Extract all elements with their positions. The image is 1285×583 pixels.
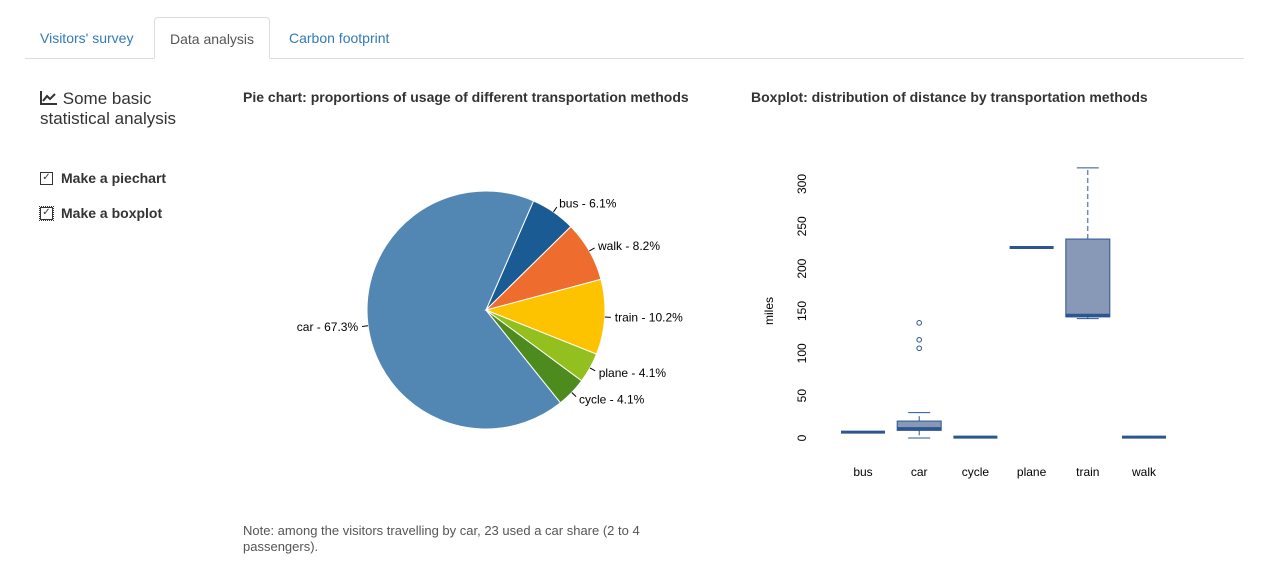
checkbox-checked-icon[interactable]: ✓	[39, 205, 54, 221]
y-tick-label: 50	[795, 389, 809, 403]
make-boxplot-checkbox[interactable]: ✓ Make a boxplot	[39, 205, 163, 221]
y-tick-label: 200	[795, 258, 809, 278]
boxplot-title: Boxplot: distribution of distance by tra…	[751, 89, 1148, 105]
box-train	[1065, 238, 1111, 318]
pie-slice-train	[484, 278, 606, 355]
pie-label-bus: bus - 6.1%	[559, 197, 617, 211]
tab-visitors-survey[interactable]: Visitors' survey	[40, 30, 134, 46]
y-tick-label: 150	[795, 301, 809, 321]
pie-chart-title: Pie chart: proportions of usage of diffe…	[243, 89, 689, 105]
sidebar-title: Some basic statistical analysis	[40, 89, 220, 129]
checkbox-checked-icon[interactable]: ✓	[40, 171, 53, 185]
x-tick-label: cycle	[962, 465, 990, 479]
pie-label-tick	[589, 247, 595, 252]
y-axis-label: miles	[762, 297, 776, 325]
checkbox-label: Make a boxplot	[61, 205, 163, 221]
y-tick-label: 0	[795, 434, 809, 441]
pie-chart: bus - 6.1% car - 67.3% cycle - 4.1% plane -…	[297, 190, 683, 430]
make-piechart-checkbox[interactable]: ✓ Make a piechart	[40, 170, 166, 186]
tab-carbon-footprint[interactable]: Carbon footprint	[289, 30, 390, 46]
pie-slice-walk	[484, 225, 602, 311]
tab-data-analysis[interactable]: Data analysis	[154, 17, 271, 59]
y-tick-label: 250	[795, 216, 809, 236]
pie-label-tick	[362, 325, 369, 328]
y-tick-label: 100	[795, 343, 809, 363]
y-tick-label: 300	[795, 174, 809, 194]
tab-bar: Visitors' survey Data analysis Carbon fo…	[25, 17, 1244, 59]
checkbox-label: Make a piechart	[61, 170, 167, 186]
pie-label-plane: plane - 4.1%	[599, 366, 667, 380]
pie-label-cycle: cycle - 4.1%	[579, 392, 645, 406]
x-tick-label: walk	[1131, 465, 1157, 479]
sidebar-title-text: Some basic statistical analysis	[40, 89, 177, 128]
pie-label-tick	[589, 367, 596, 372]
x-tick-label: car	[911, 465, 928, 479]
outlier-point	[916, 345, 922, 352]
outlier-point	[916, 320, 922, 326]
car-share-note: Note: among the visitors travelling by c…	[243, 523, 640, 554]
x-tick-label: plane	[1017, 465, 1047, 479]
x-tick-label: bus	[853, 465, 872, 479]
line-chart-icon	[40, 91, 57, 105]
pie-label-tick	[553, 206, 558, 213]
pie-label-train: train - 10.2%	[615, 311, 683, 325]
boxplot-chart: miles 0 50 100 150 200 250 300 bus car cycle plane t…	[762, 167, 1166, 479]
outlier-point	[916, 336, 922, 343]
box-car	[896, 420, 942, 431]
x-tick-label: train	[1076, 465, 1099, 479]
pie-label-tick	[571, 392, 577, 398]
pie-label-car: car - 67.3%	[297, 320, 359, 334]
pie-label-walk: walk - 8.2%	[597, 239, 660, 253]
